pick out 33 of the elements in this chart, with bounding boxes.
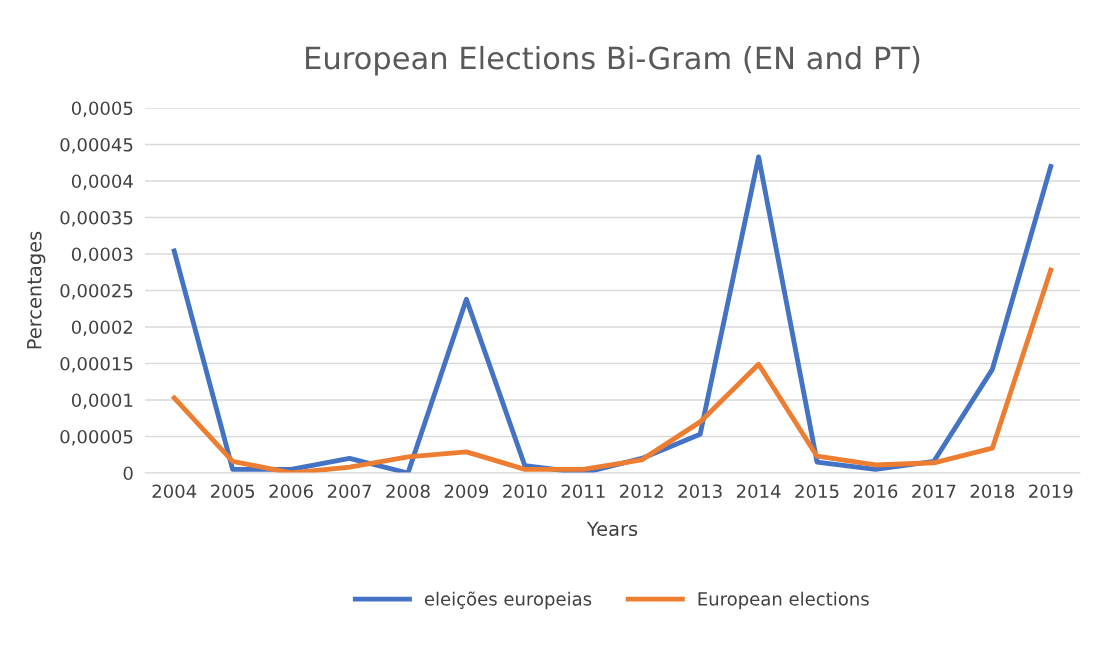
y-tick-label: 0,00045: [60, 137, 133, 154]
y-tick-label: 0,0005: [71, 101, 133, 117]
x-tick-label: 2009: [444, 484, 489, 499]
x-tick-label: 2014: [736, 484, 781, 499]
legend-label: European elections: [698, 591, 869, 610]
y-tick-label: 0,00015: [60, 356, 133, 373]
x-tick-label: 2005: [211, 484, 255, 499]
y-tick-label: 0,0002: [71, 320, 133, 336]
x-tick-label: 2007: [327, 484, 371, 499]
x-tick-label: 2012: [620, 484, 663, 499]
y-tick-label: 0,00035: [60, 210, 133, 227]
x-tick-label: 2019: [1029, 484, 1073, 499]
x-tick-label: 2016: [853, 484, 898, 499]
x-tick-label: 2010: [503, 484, 547, 499]
y-tick-label: 0,00025: [60, 283, 133, 300]
y-tick-label: 0,00005: [60, 429, 133, 446]
x-tick-label: 2013: [678, 484, 722, 499]
x-tick-label: 2011: [561, 484, 605, 499]
legend-label: eleições europeias: [424, 591, 592, 610]
x-tick-label: 2015: [795, 484, 839, 499]
y-axis-title: Percentages: [27, 231, 46, 349]
x-tick-label: 2006: [269, 484, 313, 499]
x-axis-title: Years: [586, 521, 638, 537]
line-series: [171, 267, 1054, 473]
y-tick-label: 0,0004: [71, 174, 133, 190]
x-tick-label: 2008: [386, 484, 430, 499]
y-tick-label: 0,0003: [71, 247, 133, 263]
chart-title: European Elections Bi-Gram (EN and PT): [306, 45, 920, 76]
x-tick-label: 2017: [912, 484, 956, 499]
y-tick-label: 0: [123, 466, 133, 481]
y-tick-label: 0,0001: [71, 393, 133, 409]
x-tick-label: 2018: [970, 484, 1015, 499]
x-tick-label: 2004: [152, 484, 197, 499]
